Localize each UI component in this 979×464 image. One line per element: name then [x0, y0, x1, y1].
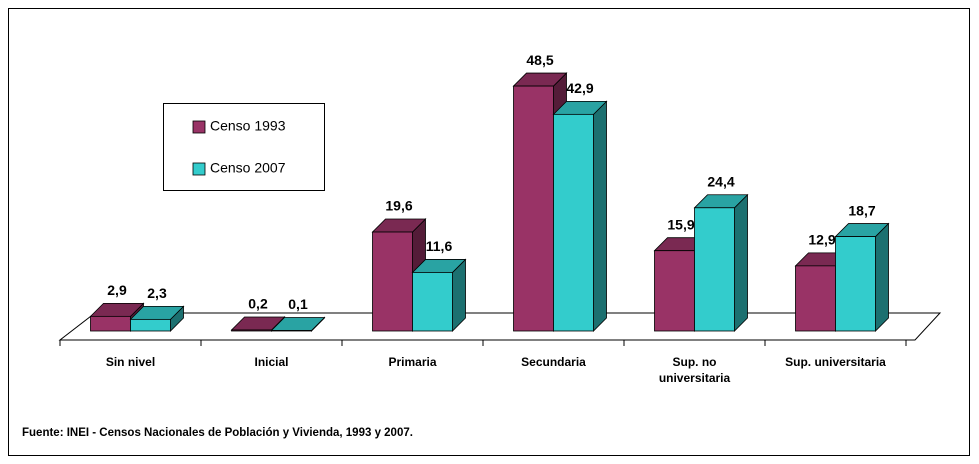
- x-tick-label: Secundaria: [521, 355, 586, 369]
- bar: [795, 265, 836, 332]
- value-label: 19,6: [385, 198, 412, 214]
- legend-swatch: [192, 162, 206, 176]
- value-label: 18,7: [848, 202, 875, 218]
- bar-side: [734, 193, 748, 332]
- bar: [130, 318, 171, 332]
- x-tick-label: Sup. universitaria: [785, 355, 886, 369]
- value-label: 48,5: [526, 52, 553, 68]
- chart-border: [8, 8, 970, 456]
- bar: [90, 315, 131, 332]
- x-tick-label: Primaria: [388, 355, 437, 369]
- bar: [412, 272, 453, 332]
- x-tick-label: Sin nivel: [105, 355, 156, 369]
- bar-side: [593, 100, 607, 332]
- bar: [271, 330, 312, 332]
- bar-side: [875, 222, 889, 332]
- bar: [654, 250, 695, 332]
- legend-box: [163, 103, 325, 191]
- source-note: Fuente: INEI - Censos Nacionales de Pobl…: [22, 427, 413, 439]
- value-label: 24,4: [707, 173, 734, 189]
- legend-swatch: [192, 120, 206, 134]
- bar: [372, 231, 413, 332]
- x-tick-label: Inicial: [254, 355, 289, 369]
- legend-label: Censo 1993: [210, 118, 286, 134]
- bar: [835, 236, 876, 332]
- bar: [553, 113, 594, 332]
- bar: [694, 207, 735, 332]
- x-tick-label: Sup. no universitaria: [658, 355, 731, 385]
- value-label: 12,9: [808, 232, 835, 248]
- legend-label: Censo 2007: [210, 160, 286, 176]
- value-label: 2,9: [107, 282, 127, 298]
- bar: [231, 329, 272, 332]
- value-label: 42,9: [566, 80, 593, 96]
- value-label: 11,6: [426, 238, 453, 254]
- value-label: 0,1: [288, 296, 308, 312]
- bar: [513, 85, 554, 332]
- value-label: 15,9: [667, 216, 694, 232]
- value-label: 0,2: [248, 296, 268, 312]
- value-label: 2,3: [147, 285, 167, 301]
